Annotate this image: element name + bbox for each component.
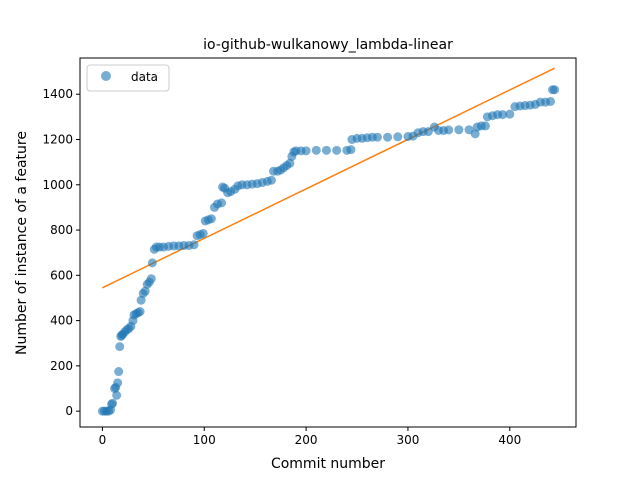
y-tick-label: 1400 [42, 87, 73, 101]
data-point [198, 228, 208, 238]
data-point [444, 125, 454, 135]
data-point [311, 145, 321, 155]
data-point [206, 214, 216, 224]
x-tick-label: 200 [295, 433, 318, 447]
data-point [505, 109, 515, 119]
data-point [383, 132, 393, 142]
y-tick-label: 0 [65, 404, 73, 418]
data-point [140, 286, 150, 296]
data-point [115, 342, 125, 352]
y-tick-label: 600 [50, 268, 73, 282]
data-point [393, 132, 403, 142]
y-tick-label: 1000 [42, 178, 73, 192]
data-point [147, 258, 157, 268]
y-tick-label: 400 [50, 314, 73, 328]
data-point [285, 158, 295, 168]
y-tick-label: 200 [50, 359, 73, 373]
data-point [550, 85, 560, 95]
chart-title: io-github-wulkanowy_lambda-linear [203, 37, 453, 53]
data-point [546, 96, 556, 106]
data-point [114, 367, 124, 377]
data-point [372, 132, 382, 142]
data-point [346, 145, 356, 155]
axes-frame [79, 57, 577, 428]
data-point [498, 110, 508, 120]
legend-marker [101, 71, 111, 81]
legend: data [86, 64, 170, 92]
data-points-layer [97, 85, 560, 416]
y-tick-label: 1200 [42, 132, 73, 146]
x-tick-label: 400 [498, 433, 521, 447]
data-point [112, 390, 122, 400]
data-point [135, 307, 145, 317]
data-point [136, 295, 146, 305]
x-tick-label: 300 [396, 433, 419, 447]
data-point [189, 240, 199, 250]
data-point [301, 146, 311, 156]
fit-line [102, 67, 555, 289]
x-axis-label: Commit number [271, 456, 385, 472]
fit-line-layer [102, 67, 555, 289]
axes: 0 100 200 300 400 0 200 400 600 800 1000 1200 1400 [42, 57, 577, 447]
legend-label: data [131, 70, 158, 84]
data-point [146, 274, 156, 284]
y-axis-label: Number of instance of a feature [14, 131, 30, 355]
data-point [108, 398, 118, 408]
data-point [332, 145, 342, 155]
y-tick-label: 800 [50, 223, 73, 237]
data-point [113, 378, 123, 388]
data-point [266, 175, 276, 185]
data-point [480, 121, 490, 131]
x-tick-label: 100 [193, 433, 216, 447]
data-point [454, 125, 464, 135]
data-point [470, 129, 480, 139]
data-point [321, 145, 331, 155]
x-tick-label: 0 [99, 433, 107, 447]
data-point [217, 198, 227, 208]
